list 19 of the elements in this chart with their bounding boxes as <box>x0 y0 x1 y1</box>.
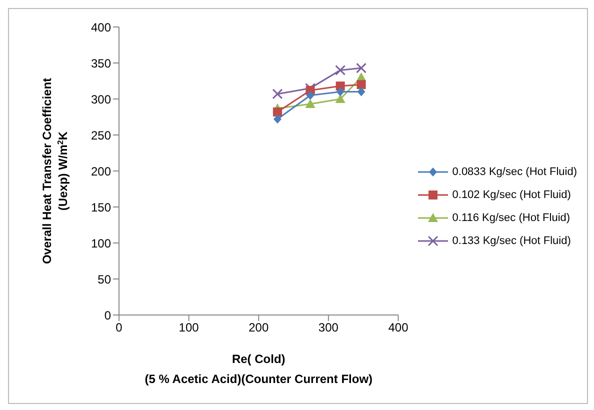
y-tick-label: 0 <box>104 308 112 322</box>
x-tick-label: 300 <box>318 320 339 335</box>
legend-label: 0.102 Kg/sec (Hot Fluid) <box>452 188 571 200</box>
y-tick-label: 300 <box>90 92 112 106</box>
legend-label: 0.0833 Kg/sec (Hot Fluid) <box>452 166 577 178</box>
x-axis-title: Re( Cold) (5 % Acetic Acid)(Counter Current Flow) <box>144 352 373 386</box>
x-tick-label: 400 <box>388 320 409 335</box>
y-tick-label: 350 <box>90 56 112 70</box>
y-tick-label: 400 <box>90 20 112 34</box>
x-tick-label: 200 <box>248 320 269 335</box>
y-tick-label: 200 <box>90 164 112 178</box>
legend-label: 0.133 Kg/sec (Hot Fluid) <box>452 234 571 246</box>
x-tick-label: 100 <box>178 320 200 335</box>
x-tick-label: 0 <box>116 320 123 335</box>
y-tick-label: 250 <box>90 128 112 142</box>
y-tick-label: 150 <box>90 200 112 214</box>
legend-label: 0.116 Kg/sec (Hot Fluid) <box>452 212 570 224</box>
y-tick-label: 100 <box>90 236 112 250</box>
y-tick-label: 50 <box>98 272 112 286</box>
